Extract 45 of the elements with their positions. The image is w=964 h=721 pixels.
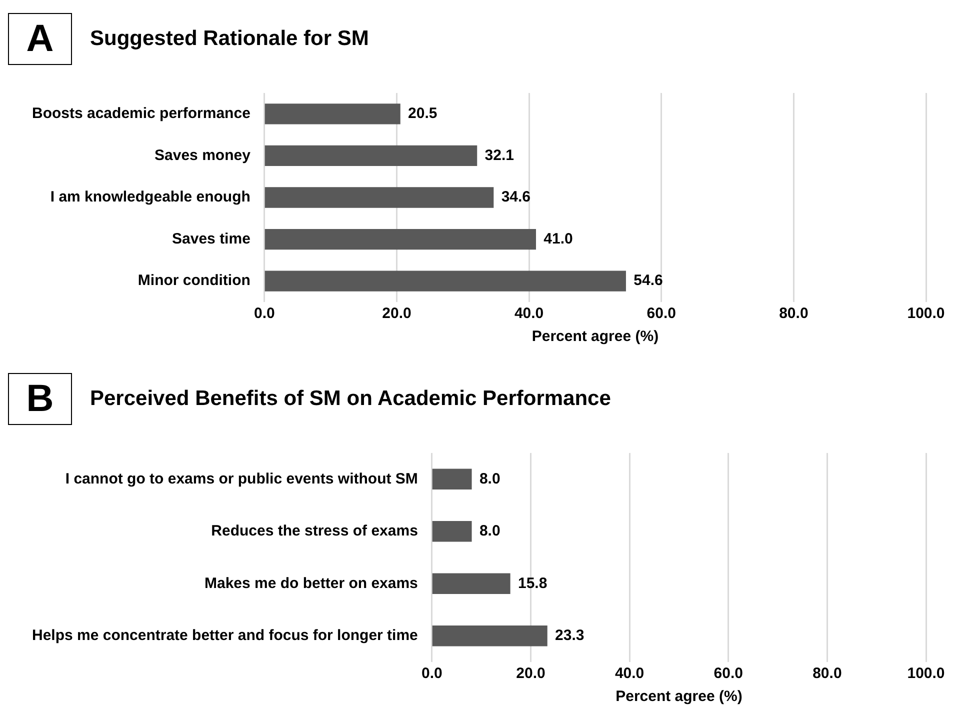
data-label: 20.5	[408, 105, 438, 122]
y-tick-label: Saves money	[154, 146, 252, 164]
y-tick-label: Saves time	[172, 230, 250, 248]
data-label: 34.6	[501, 188, 531, 206]
bar	[432, 468, 472, 490]
data-label: 8.0	[479, 522, 500, 540]
y-tick-label: Boosts academic performance	[32, 105, 250, 122]
bar	[264, 145, 478, 166]
x-tick-label: 80.0	[779, 305, 808, 322]
y-tick-label: Minor condition	[138, 272, 250, 290]
data-label: 23.3	[555, 627, 584, 644]
data-label: 41.0	[544, 230, 573, 248]
x-tick-label: 0.0	[254, 305, 275, 322]
data-label: 15.8	[518, 574, 548, 592]
x-tick-label: 20.0	[382, 305, 412, 322]
text: B	[8, 373, 72, 425]
y-tick-label: Makes me do better on exams	[204, 574, 418, 592]
x-axis-title: Percent agree (%)	[616, 688, 742, 706]
x-axis-title: Percent agree (%)	[532, 328, 659, 346]
x-tick-label: 60.0	[646, 305, 676, 322]
chart-title: Suggested Rationale for SM	[90, 27, 369, 51]
x-tick-label: 80.0	[812, 665, 842, 682]
y-tick-label: I am knowledgeable enough	[50, 188, 250, 206]
y-tick-label: I cannot go to exams or public events without SM	[65, 470, 418, 488]
x-tick-label: 20.0	[516, 665, 546, 682]
x-tick-label: 100.0	[907, 305, 945, 322]
x-tick-label: 100.0	[907, 665, 945, 682]
y-tick-label: Helps me concentrate better and focus for longer time	[32, 627, 418, 644]
bar	[432, 626, 548, 646]
bar	[264, 187, 494, 208]
bar	[264, 104, 400, 124]
text: A	[8, 13, 72, 65]
bar	[432, 573, 510, 594]
x-tick-label: 60.0	[714, 665, 743, 682]
x-tick-label: 40.0	[514, 305, 544, 322]
data-label: 32.1	[484, 146, 514, 164]
x-tick-label: 0.0	[421, 665, 442, 682]
y-tick-label: Reduces the stress of exams	[211, 522, 418, 540]
bar	[264, 228, 536, 250]
chart-title: Perceived Benefits of SM on Academic Performance	[90, 387, 611, 411]
x-tick-label: 40.0	[614, 665, 644, 682]
bar	[432, 521, 472, 542]
bar	[264, 270, 626, 292]
data-label: 8.0	[479, 470, 500, 488]
data-label: 54.6	[634, 272, 663, 290]
